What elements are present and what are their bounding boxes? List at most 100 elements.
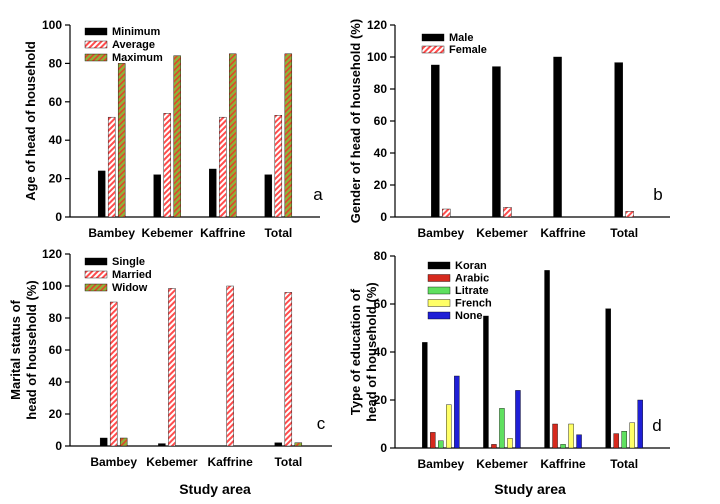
x-tick-label: Bambey	[417, 226, 464, 240]
bar-average	[219, 116, 227, 218]
bar-widow	[119, 437, 128, 447]
panel-letter: d	[652, 416, 661, 435]
bar-maximum	[284, 53, 293, 218]
legend-swatch-maximum	[84, 53, 108, 62]
y-tick-label: 40	[49, 133, 63, 147]
bar-maximum	[117, 63, 126, 218]
y-tick-label: 0	[55, 210, 62, 224]
bar-maximum	[229, 53, 237, 218]
bar-litrate	[621, 431, 627, 449]
bar-male	[614, 62, 623, 218]
y-axis-label: Type of education of	[348, 288, 363, 415]
bar-male	[492, 66, 501, 218]
bar-single	[99, 437, 108, 447]
x-tick-label: Total	[610, 226, 638, 240]
x-tick-label: Kebemer	[476, 226, 528, 240]
x-tick-label: Bambey	[90, 455, 137, 469]
x-tick-label: Total	[610, 457, 638, 471]
bar-female	[442, 208, 451, 218]
panel-letter: c	[317, 414, 326, 433]
bar-female	[503, 207, 512, 218]
bar-french	[568, 423, 574, 449]
legend-label-minimum: Minimum	[112, 26, 160, 38]
y-tick-label: 100	[367, 50, 387, 64]
y-tick-label: 120	[42, 247, 62, 261]
y-tick-label: 40	[374, 345, 388, 359]
bar-french	[507, 438, 513, 449]
legend-swatch-litrate	[427, 286, 451, 295]
bar-average	[163, 113, 171, 218]
legend-label-single: Single	[112, 256, 145, 268]
legend-label-arabic: Arabic	[455, 273, 489, 285]
x-tick-label: Total	[274, 455, 302, 469]
bar-none	[515, 390, 521, 449]
bar-arabic	[430, 432, 436, 449]
x-tick-label: Kebemer	[476, 457, 528, 471]
y-tick-label: 20	[49, 172, 63, 186]
bar-koran	[605, 308, 611, 449]
x-tick-label: Kaffrine	[207, 455, 253, 469]
bar-average	[107, 116, 116, 218]
legend-swatch-french	[427, 299, 451, 307]
legend-label-female: Female	[449, 44, 487, 56]
y-tick-label: 20	[374, 393, 388, 407]
bar-none	[637, 399, 643, 449]
bar-litrate	[499, 408, 505, 449]
legend-swatch-average	[84, 40, 108, 49]
bar-minimum	[264, 174, 273, 218]
y-tick-label: 80	[49, 311, 63, 325]
legend-label-maximum: Maximum	[112, 52, 163, 64]
y-axis-label: Age of head of household	[23, 41, 38, 201]
legend-swatch-arabic	[427, 274, 451, 282]
legend-label-french: French	[455, 298, 492, 310]
legend-swatch-minimum	[84, 27, 108, 36]
legend-label-koran: Koran	[455, 260, 487, 272]
bar-married	[109, 301, 118, 447]
bar-male	[431, 64, 440, 218]
legend-label-litrate: Litrate	[455, 285, 489, 297]
bar-none	[454, 375, 460, 449]
x-tick-label: Kaffrine	[540, 226, 586, 240]
legend-swatch-koran	[427, 261, 451, 270]
bar-koran	[422, 342, 428, 449]
y-tick-label: 0	[380, 441, 387, 455]
common-xlabel-left: Study area	[179, 481, 251, 497]
bar-arabic	[613, 433, 619, 449]
bar-married	[226, 285, 234, 447]
y-tick-label: 100	[42, 279, 62, 293]
y-tick-label: 100	[42, 18, 62, 32]
bar-single	[274, 442, 283, 447]
bar-average	[274, 115, 283, 218]
panel-b-chart: 0 20 40 60 80 100 120 Bambey Kebemer Kaffrine Tota…	[348, 18, 670, 240]
y-axis-label: head of household (%)	[24, 280, 39, 419]
common-xlabel-right: Study area	[494, 481, 566, 497]
x-tick-label: Bambey	[88, 226, 135, 240]
y-tick-label: 40	[374, 146, 388, 160]
legend-swatch-none	[427, 311, 451, 320]
panel-letter: a	[313, 185, 323, 204]
bar-married	[168, 288, 176, 447]
y-tick-label: 80	[374, 82, 388, 96]
x-tick-label: Bambey	[417, 457, 464, 471]
y-tick-label: 120	[367, 18, 387, 32]
bar-female	[625, 211, 634, 218]
legend-label-none: None	[455, 310, 483, 322]
y-tick-label: 80	[374, 249, 388, 263]
panel-d-chart: 0 20 40 60 80 Bambey Kebemer Kaffrine Total Type …	[348, 249, 670, 471]
bar-none	[576, 434, 582, 449]
bar-litrate	[438, 440, 444, 449]
bar-minimum	[209, 168, 217, 218]
bar-single	[158, 443, 166, 447]
legend-swatch-male	[421, 33, 445, 42]
y-tick-label: 0	[380, 210, 387, 224]
x-tick-label: Kebemer	[142, 226, 194, 240]
bar-arabic	[491, 444, 497, 449]
y-tick-label: 80	[49, 56, 63, 70]
panel-c-chart: 0 20 40 60 80 100 120 Bambey Kebemer Kaffrine Tota…	[8, 247, 332, 469]
panel-a-chart: 0 20 40 60 80 100 Bambey Kebemer Kaffrine Total Ag…	[23, 18, 323, 240]
legend-label-widow: Widow	[112, 282, 148, 294]
y-tick-label: 40	[49, 375, 63, 389]
bar-french	[629, 422, 635, 449]
legend-label-average: Average	[112, 39, 155, 51]
